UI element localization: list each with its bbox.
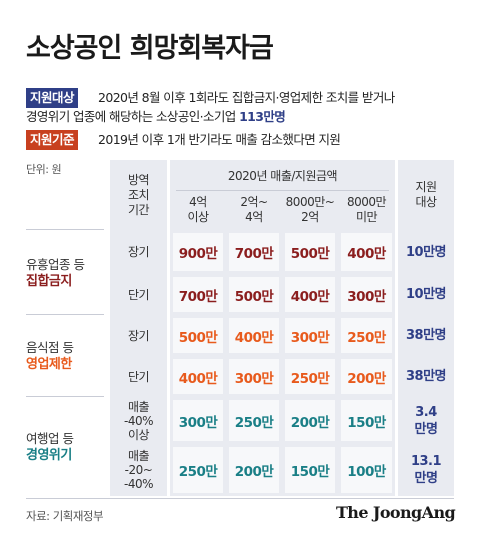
criteria-target-tag: 지원대상	[26, 88, 79, 108]
amount-value: 400만	[290, 288, 330, 305]
amount-value: 250만	[234, 414, 274, 431]
amount-cell-bg	[285, 233, 335, 271]
brand-logo: The JoongAng	[336, 503, 456, 522]
row-target: 10만명	[405, 244, 447, 260]
amount-cell-bg	[341, 359, 392, 394]
group-label: 유흥업종 등 집합금지	[26, 230, 108, 315]
criteria-basis-tag: 지원기준	[26, 130, 79, 150]
amount-cell-bg	[173, 277, 223, 312]
amount-value: 400만	[234, 329, 274, 346]
amount-value: 300만	[347, 288, 386, 305]
unit-label: 단위: 원	[26, 163, 62, 176]
group-category: 집합금지	[26, 273, 72, 289]
amount-cell-bg	[173, 233, 223, 271]
header-tier: 8000만~ 2억	[285, 195, 335, 224]
group-category: 경영위기	[26, 447, 72, 463]
amount-cell-bg	[229, 359, 279, 394]
amount-cell-bg	[341, 400, 392, 441]
header-tier: 8000만 미만	[346, 195, 387, 224]
row-target: 3.4 만명	[414, 404, 438, 437]
header-tier: 2억~ 4억	[240, 195, 268, 224]
amount-cell-bg	[285, 359, 335, 394]
target-column-bg	[398, 160, 454, 496]
source-label: 자료: 기획재정부	[26, 509, 104, 523]
amount-value: 100만	[347, 464, 386, 480]
amount-cell-bg	[285, 400, 335, 441]
amount-cell-bg	[229, 233, 279, 271]
group-label-text: 음식점 등	[26, 340, 74, 355]
amount-value: 250만	[178, 464, 218, 480]
amount-value: 300만	[234, 370, 274, 387]
amount-cell-bg	[341, 447, 392, 493]
header-divider	[176, 190, 389, 191]
amount-value: 200만	[347, 370, 386, 387]
group-label-text: 유흥업종 등	[26, 256, 85, 272]
amount-cell-bg	[173, 400, 223, 441]
amount-cell-bg	[173, 359, 223, 394]
page-title: 소상공인 희망회복자금	[26, 33, 274, 64]
amount-value: 250만	[347, 329, 386, 346]
row-duration: 매출 -20~ -40%	[123, 449, 154, 491]
criteria-basis-line: 2019년 이후 1개 반기라도 매출 감소했다면 지원	[98, 132, 341, 147]
row-target: 38만명	[405, 369, 447, 384]
amount-value: 200만	[234, 464, 274, 480]
row-duration: 장기	[127, 328, 150, 343]
amount-value: 300만	[178, 414, 218, 431]
amount-cell-bg	[341, 318, 392, 353]
support-table: 방역 조치 기간 2020년 매출/지원금액 4억 이상 2억~ 4억 8000만~ 2…	[26, 160, 454, 499]
amount-cell-bg	[229, 400, 279, 441]
row-target: 38만명	[405, 328, 447, 343]
criteria-target: 지원대상 2020년 8월 이후 1회라도 집합금지·영업제한 조치를 받거나 …	[26, 88, 454, 126]
amount-value: 900만	[178, 246, 218, 262]
group-label-text: 여행업 등	[26, 430, 74, 446]
amount-value: 500만	[290, 246, 330, 262]
amount-value: 150만	[347, 414, 386, 431]
amount-value: 700만	[178, 288, 218, 305]
amount-cell-bg	[229, 277, 279, 312]
row-duration: 단기	[127, 287, 150, 302]
row-duration: 매출 -40% 이상	[123, 399, 154, 442]
amount-cell-bg	[229, 447, 279, 493]
amount-value: 400만	[347, 246, 386, 262]
amount-value: 300만	[290, 329, 330, 346]
row-target: 13.1 만명	[410, 454, 442, 486]
table-bottom-line	[26, 498, 454, 499]
amount-cell-bg	[229, 318, 279, 353]
criteria-target-line2: 경영위기 업종에 해당하는 소상공인·소기업 113만명	[26, 108, 286, 126]
header-tier: 4억 이상	[187, 195, 209, 224]
row-target: 10만명	[405, 287, 447, 302]
group-label: 여행업 등 경영위기	[26, 397, 108, 496]
amount-value: 200만	[290, 414, 330, 431]
group-divider	[26, 314, 104, 315]
amount-cell-bg	[341, 233, 392, 271]
group-divider	[26, 396, 104, 397]
amount-cell-bg	[285, 318, 335, 353]
amount-value: 500만	[178, 329, 218, 346]
amount-cell-bg	[285, 277, 335, 312]
duration-column-bg	[110, 160, 167, 496]
amount-value: 500만	[234, 288, 274, 305]
amount-cell-bg	[173, 318, 223, 353]
group-category: 영업제한	[26, 357, 72, 372]
amount-value: 400만	[178, 370, 218, 387]
amount-cell-bg	[341, 277, 392, 312]
criteria-target-count: 113만명	[239, 109, 286, 124]
amount-cell-bg	[173, 447, 223, 493]
header-bottom-line	[26, 229, 104, 230]
criteria-target-line1: 2020년 8월 이후 1회라도 집합금지·영업제한 조치를 받거나	[98, 90, 395, 105]
criteria-basis: 지원기준 2019년 이후 1개 반기라도 매출 감소했다면 지원	[26, 130, 454, 150]
amount-value: 150만	[290, 464, 330, 480]
amount-cell-bg	[285, 447, 335, 493]
amount-value: 700만	[234, 246, 274, 262]
amount-value: 250만	[290, 370, 330, 387]
header-target: 지원 대상	[415, 180, 437, 209]
header-sales-group: 2020년 매출/지원금액	[227, 168, 338, 183]
header-region: 방역 조치 기간	[127, 172, 150, 217]
row-duration: 장기	[127, 245, 150, 259]
criteria-target-line2-text: 경영위기 업종에 해당하는 소상공인·소기업	[26, 109, 240, 124]
row-duration: 단기	[127, 369, 150, 384]
